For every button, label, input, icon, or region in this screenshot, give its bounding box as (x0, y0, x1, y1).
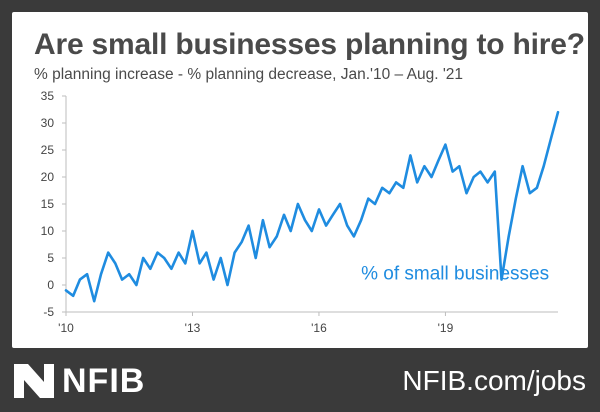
chart-title: Are small businesses planning to hire? (34, 28, 585, 61)
data-point (261, 219, 264, 222)
x-tick-label: '13 (185, 321, 201, 335)
data-point (472, 176, 475, 178)
y-tick-label: 15 (41, 197, 55, 211)
data-point (444, 143, 447, 146)
data-point (219, 257, 222, 259)
data-point (500, 278, 503, 281)
chart-card: Are small businesses planning to hire? %… (12, 12, 588, 348)
data-point (283, 213, 285, 216)
data-point (275, 235, 278, 238)
data-point (402, 186, 405, 189)
data-point (423, 165, 426, 168)
data-point (549, 138, 552, 141)
data-point (542, 165, 545, 168)
data-point (289, 230, 292, 232)
data-point (557, 111, 559, 114)
data-point (409, 154, 412, 157)
data-point (536, 186, 538, 189)
data-point (416, 181, 419, 184)
data-point (184, 262, 187, 265)
data-point (479, 170, 482, 173)
y-tick-label: 10 (41, 224, 55, 238)
data-point (360, 219, 363, 222)
series-label: % of small businesses (361, 264, 549, 285)
data-point (93, 300, 96, 303)
data-point (149, 267, 152, 270)
data-point (135, 284, 138, 286)
y-tick-label: 5 (47, 251, 54, 265)
data-point (107, 251, 110, 254)
data-point (374, 203, 376, 205)
data-point (177, 251, 180, 254)
data-point (114, 262, 117, 265)
data-point (170, 267, 173, 270)
y-tick-label: 0 (47, 278, 54, 292)
data-point (72, 294, 75, 297)
data-point (79, 278, 81, 281)
data-point (128, 273, 131, 276)
data-point (395, 181, 398, 184)
y-tick-label: -5 (43, 305, 54, 319)
data-point (430, 176, 433, 178)
data-point (388, 192, 391, 195)
data-point (507, 235, 510, 238)
nfib-logo: NFIB (14, 364, 145, 398)
data-point (86, 273, 88, 276)
data-point (367, 197, 370, 200)
y-tick-label: 25 (41, 143, 55, 157)
data-point (304, 219, 306, 222)
footer-bar: NFIB NFIB.com/jobs (0, 350, 600, 412)
data-point (528, 192, 531, 195)
data-point (100, 273, 102, 276)
data-point (451, 170, 454, 173)
y-tick-label: 30 (41, 116, 55, 130)
data-point (268, 246, 271, 249)
data-point (247, 224, 250, 227)
data-point (205, 251, 208, 254)
data-point (381, 186, 384, 189)
data-point (486, 181, 489, 184)
y-tick-label: 20 (41, 170, 55, 184)
chart-subtitle: % planning increase - % planning decreas… (34, 66, 464, 83)
data-point (353, 235, 355, 238)
x-tick-label: '16 (311, 321, 327, 335)
data-point (254, 257, 257, 259)
data-point (156, 251, 159, 254)
data-point (325, 224, 328, 227)
data-point (458, 165, 461, 168)
data-point (240, 240, 243, 243)
data-point (437, 159, 440, 162)
data-point (310, 230, 313, 232)
brand-name: NFIB (62, 362, 146, 400)
data-point (514, 197, 517, 200)
data-point (493, 170, 496, 173)
data-point (339, 203, 341, 205)
data-point (233, 251, 236, 254)
line-chart: 35 30 25 20 15 10 5 0 -5 '10 '13 '16 '19 % of small b… (41, 89, 560, 335)
data-point (191, 230, 194, 232)
nfib-arrow-logo-icon (14, 364, 54, 398)
x-tick-label: '19 (438, 321, 454, 335)
data-point (318, 208, 320, 211)
data-point (296, 203, 299, 205)
data-point (121, 278, 123, 281)
data-point (465, 192, 468, 195)
data-point (521, 165, 524, 168)
x-tick-label: '10 (58, 321, 74, 335)
data-point (346, 224, 349, 227)
website-link[interactable]: NFIB.com/jobs (402, 365, 586, 396)
data-point (65, 289, 67, 292)
data-point (142, 257, 145, 259)
y-tick-label: 35 (41, 89, 55, 103)
data-point (198, 262, 201, 265)
data-point (163, 257, 166, 259)
data-point (212, 278, 215, 281)
data-point (331, 213, 334, 216)
data-point (226, 284, 229, 286)
